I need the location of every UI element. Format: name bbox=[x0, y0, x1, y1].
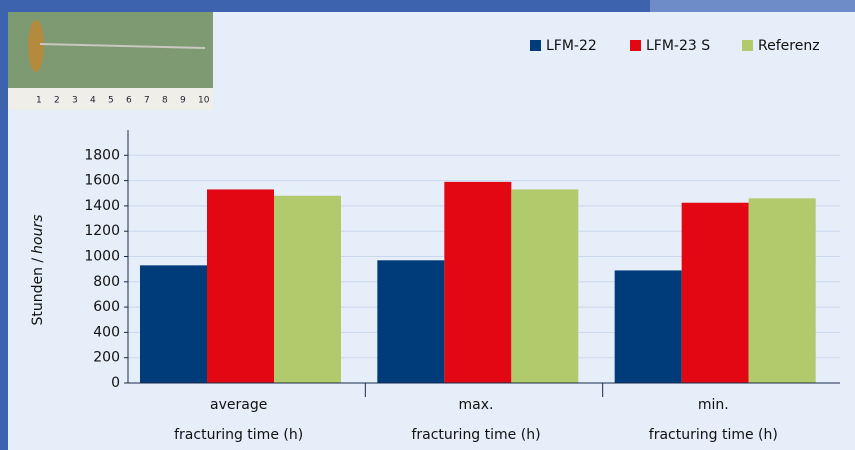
bar bbox=[274, 195, 341, 383]
y-tick-label: 1400 bbox=[84, 198, 120, 214]
y-tick-label: 1200 bbox=[84, 223, 120, 239]
y-tick-label: 1800 bbox=[84, 147, 120, 163]
y-tick-label: 1600 bbox=[84, 173, 120, 189]
x-tick-label: fracturing time (h) bbox=[174, 427, 303, 443]
x-tick-label: fracturing time (h) bbox=[649, 427, 778, 443]
ruler-label: 9 bbox=[180, 96, 186, 106]
ruler-label: 5 bbox=[108, 96, 114, 106]
left-band bbox=[0, 0, 8, 450]
ruler-label: 4 bbox=[90, 96, 96, 106]
x-tick-label: max. bbox=[459, 397, 494, 413]
ruler-label: 2 bbox=[54, 96, 60, 106]
y-tick-label: 400 bbox=[93, 324, 120, 340]
top-band-accent bbox=[650, 0, 855, 12]
ruler-label: 3 bbox=[72, 96, 78, 106]
ruler-label: 10 bbox=[198, 96, 210, 106]
y-axis-title-text: Stunden / bbox=[30, 258, 46, 326]
ruler: 1 2 3 4 5 6 7 8 9 10 bbox=[36, 96, 210, 106]
bar bbox=[681, 202, 749, 383]
bar bbox=[511, 189, 579, 383]
ruler-label: 7 bbox=[144, 96, 150, 106]
ruler-label: 6 bbox=[126, 96, 132, 106]
top-band bbox=[0, 0, 855, 12]
y-tick-label: 200 bbox=[93, 350, 120, 366]
legend-swatch bbox=[630, 40, 641, 51]
x-tick-label: min. bbox=[698, 397, 729, 413]
bar bbox=[140, 265, 207, 383]
legend-label: LFM-22 bbox=[546, 38, 597, 54]
bar bbox=[444, 181, 512, 383]
bar bbox=[748, 198, 816, 383]
legend-label: Referenz bbox=[758, 38, 820, 54]
y-tick-label: 0 bbox=[111, 375, 120, 391]
bar bbox=[614, 270, 682, 383]
y-axis-title-emphasis: hours bbox=[30, 214, 46, 253]
y-tick-label: 800 bbox=[93, 274, 120, 290]
bar bbox=[377, 260, 445, 383]
ruler-label: 1 bbox=[36, 96, 42, 106]
legend-swatch bbox=[530, 40, 541, 51]
x-tick-label: average bbox=[210, 397, 267, 413]
y-tick-label: 600 bbox=[93, 299, 120, 315]
legend-label: LFM-23 S bbox=[646, 38, 710, 54]
y-tick-label: 1000 bbox=[84, 249, 120, 265]
y-axis-title: Stunden / hours bbox=[30, 214, 46, 325]
legend-swatch bbox=[742, 40, 753, 51]
ruler-label: 8 bbox=[162, 96, 168, 106]
x-tick-label: fracturing time (h) bbox=[411, 427, 540, 443]
bar bbox=[207, 189, 274, 383]
photo bbox=[8, 12, 213, 110]
